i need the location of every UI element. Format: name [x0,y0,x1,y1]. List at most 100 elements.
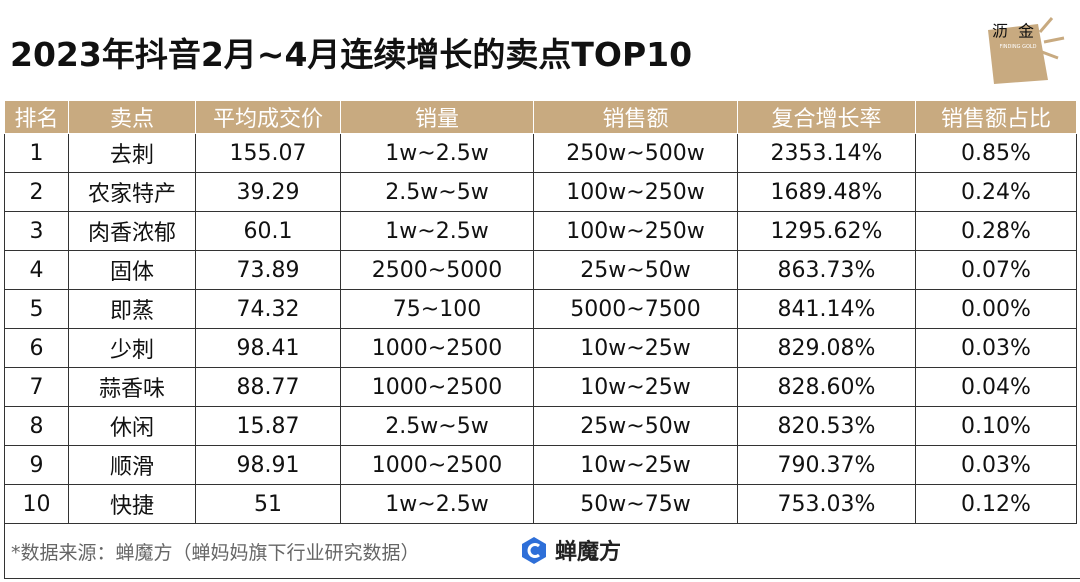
table-cell: 0.12% [915,484,1077,524]
logo-ray [1043,36,1065,44]
table-cell: 1w~2.5w [340,133,534,173]
table-cell: 60.1 [195,211,341,251]
table-cell: 7 [4,367,69,407]
table-cell: 1000~2500 [340,367,534,407]
table-row: 5 即蒸 74.32 75~100 5000~7500 841.14% 0.00% [4,289,1077,329]
table-cell: 0.24% [915,172,1077,212]
table-cell: 1w~2.5w [340,484,534,524]
table-cell: 0.04% [915,367,1077,407]
column-header: 排名 [4,100,69,134]
column-header: 销售额占比 [915,100,1077,134]
table-cell: 顺滑 [68,445,196,485]
table-cell: 0.00% [915,289,1077,329]
table-cell: 100w~250w [533,211,738,251]
table-cell: 0.03% [915,445,1077,485]
table-row: 8 休闲 15.87 2.5w~5w 25w~50w 820.53% 0.10% [4,406,1077,446]
table-cell: 10w~25w [533,328,738,368]
table-cell: 0.10% [915,406,1077,446]
table-cell: 820.53% [737,406,916,446]
table-cell: 100w~250w [533,172,738,212]
table-cell: 4 [4,250,69,290]
table-cell: 10w~25w [533,445,738,485]
header-row: 排名 卖点 平均成交价 销量 销售额 复合增长率 销售额占比 [4,100,1077,134]
table-cell: 1w~2.5w [340,211,534,251]
table-cell: 88.77 [195,367,341,407]
table-cell: 蒜香味 [68,367,196,407]
table-cell: 0.03% [915,328,1077,368]
table-cell: 51 [195,484,341,524]
table-cell: 790.37% [737,445,916,485]
column-header: 复合增长率 [737,100,916,134]
table-cell: 155.07 [195,133,341,173]
table-cell: 0.85% [915,133,1077,173]
title: 2023年抖音2月~4月连续增长的卖点TOP10 [10,35,693,74]
table-cell: 1000~2500 [340,445,534,485]
logo-ray [1041,50,1059,60]
column-header: 销售额 [533,100,738,134]
table-cell: 15.87 [195,406,341,446]
table-cell: 2.5w~5w [340,172,534,212]
column-header: 卖点 [68,100,196,134]
table-row: 1 去刺 155.07 1w~2.5w 250w~500w 2353.14% 0.85% [4,133,1077,173]
table-cell: 5000~7500 [533,289,738,329]
logo: 沥金 FINDING GOLD [988,17,1065,84]
table-cell: 少刺 [68,328,196,368]
table-cell: 即蒸 [68,289,196,329]
table-cell: 1 [4,133,69,173]
logo-text: 沥金 [992,22,1044,41]
data-table: 排名 卖点 平均成交价 销量 销售额 复合增长率 销售额占比 1 去刺 155.07 1w~2.5… [4,100,1077,524]
table-row: 3 肉香浓郁 60.1 1w~2.5w 100w~250w 1295.62% 0.28% [4,211,1077,251]
table-cell: 50w~75w [533,484,738,524]
table-cell: 828.60% [737,367,916,407]
table-row: 4 固体 73.89 2500~5000 25w~50w 863.73% 0.07% [4,250,1077,290]
table-cell: 25w~50w [533,406,738,446]
column-header: 平均成交价 [195,100,341,134]
table-cell: 25w~50w [533,250,738,290]
table-cell: 快捷 [68,484,196,524]
table-row: 9 顺滑 98.91 1000~2500 10w~25w 790.37% 0.03% [4,445,1077,485]
table-cell: 肉香浓郁 [68,211,196,251]
table-row: 7 蒜香味 88.77 1000~2500 10w~25w 828.60% 0.04% [4,367,1077,407]
table-cell: 1295.62% [737,211,916,251]
table-row: 6 少刺 98.41 1000~2500 10w~25w 829.08% 0.03% [4,328,1077,368]
table-cell: 2 [4,172,69,212]
brand-icon [522,537,546,564]
table-cell: 1689.48% [737,172,916,212]
table-cell: 75~100 [340,289,534,329]
table-cell: 73.89 [195,250,341,290]
table-cell: 98.41 [195,328,341,368]
table-cell: 6 [4,328,69,368]
table-cell: 10 [4,484,69,524]
table-cell: 2500~5000 [340,250,534,290]
table-cell: 3 [4,211,69,251]
table-cell: 休闲 [68,406,196,446]
table-cell: 2353.14% [737,133,916,173]
table-row: 10 快捷 51 1w~2.5w 50w~75w 753.03% 0.12% [4,484,1077,524]
table-cell: 5 [4,289,69,329]
table-cell: 98.91 [195,445,341,485]
table-cell: 0.28% [915,211,1077,251]
table-cell: 10w~25w [533,367,738,407]
table-body: 1 去刺 155.07 1w~2.5w 250w~500w 2353.14% 0.85% 2 农… [4,133,1077,524]
table-cell: 39.29 [195,172,341,212]
source: *数据来源：蝉魔方（蝉妈妈旗下行业研究数据） [11,542,420,564]
table-cell: 829.08% [737,328,916,368]
brand: 蝉魔方 [519,534,621,566]
logo-ray [1038,17,1054,33]
table-cell: 2.5w~5w [340,406,534,446]
table-cell: 250w~500w [533,133,738,173]
brand-name: 蝉魔方 [555,540,622,565]
table-cell: 去刺 [68,133,196,173]
table-cell: 74.32 [195,289,341,329]
logo-subtext: FINDING GOLD [999,44,1036,50]
logo-shape [988,24,1048,84]
table-row: 2 农家特产 39.29 2.5w~5w 100w~250w 1689.48% 0.24% [4,172,1077,212]
table-cell: 0.07% [915,250,1077,290]
table-cell: 753.03% [737,484,916,524]
footer: *数据来源：蝉魔方（蝉妈妈旗下行业研究数据） 蝉魔方 [4,522,1080,579]
table-cell: 农家特产 [68,172,196,212]
table-cell: 固体 [68,250,196,290]
table-cell: 841.14% [737,289,916,329]
table-cell: 863.73% [737,250,916,290]
